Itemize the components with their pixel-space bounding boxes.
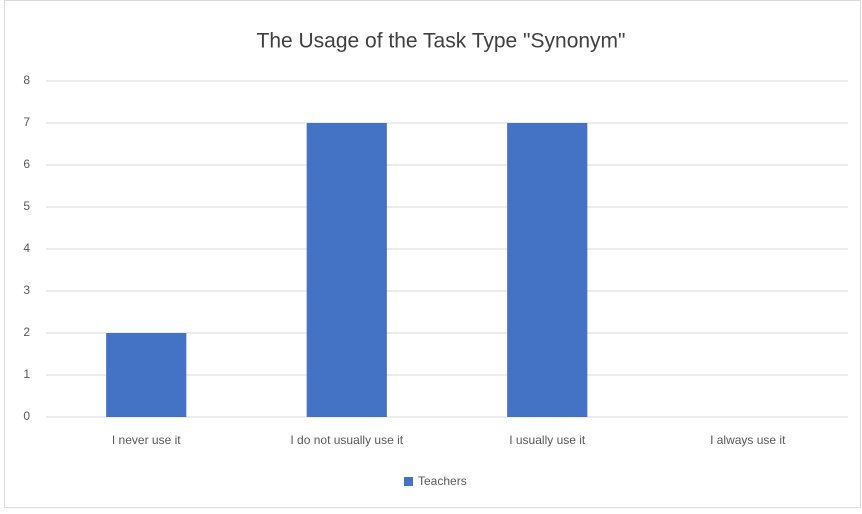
legend-swatch: [404, 477, 413, 486]
bar: [306, 123, 387, 417]
bar: [507, 123, 588, 417]
x-tick-label: I do not usually use it: [290, 433, 403, 447]
y-tick-label: 0: [23, 409, 30, 423]
y-tick-label: 5: [23, 199, 30, 213]
y-tick-label: 7: [23, 115, 30, 129]
chart-border: [4, 0, 861, 508]
x-tick-label: I always use it: [710, 433, 786, 447]
y-tick-label: 6: [23, 157, 30, 171]
x-tick-label: I never use it: [112, 433, 181, 447]
bar: [106, 333, 187, 417]
y-tick-label: 1: [23, 367, 30, 381]
y-tick-label: 3: [23, 283, 30, 297]
y-tick-label: 4: [23, 241, 30, 255]
legend-label: Teachers: [418, 474, 467, 488]
x-tick-label: I usually use it: [509, 433, 586, 447]
y-tick-label: 8: [23, 73, 30, 87]
y-tick-label: 2: [23, 325, 30, 339]
chart-title: The Usage of the Task Type "Synonym": [257, 30, 626, 53]
